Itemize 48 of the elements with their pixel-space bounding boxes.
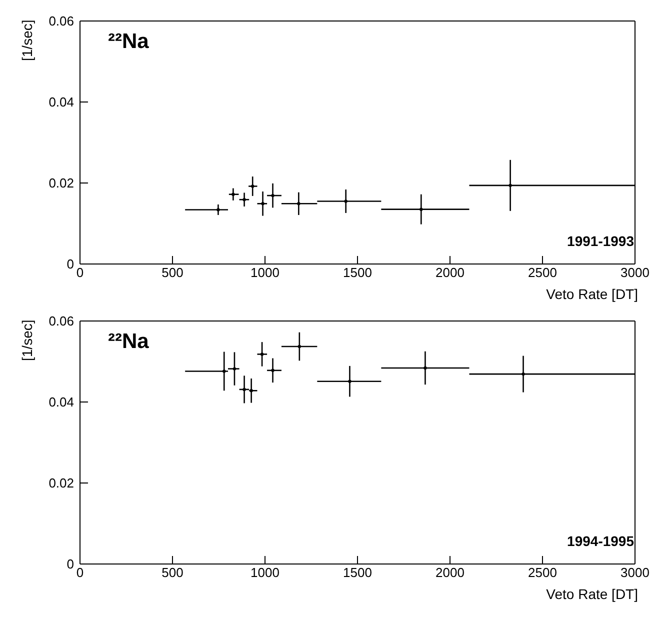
annotation: 1991-1993 [567, 233, 634, 249]
point [260, 352, 264, 356]
y-tick-label: 0.02 [48, 176, 74, 191]
x-tick-label: 1500 [343, 265, 372, 280]
point [251, 184, 254, 188]
point [298, 344, 302, 348]
point [420, 208, 423, 211]
y-tick-label: 0.06 [48, 314, 74, 329]
point [216, 208, 220, 212]
x-axis-title: Veto Rate [DT] [546, 286, 638, 302]
x-tick-label: 2000 [436, 565, 464, 580]
x-tick-label: 1000 [250, 265, 280, 280]
point [344, 200, 348, 203]
annotation: 1994-1995 [567, 533, 634, 549]
point [271, 194, 274, 198]
x-tick-label: 0 [76, 565, 84, 580]
point [261, 202, 264, 206]
point [522, 372, 525, 376]
point [271, 368, 274, 372]
x-tick-label: 0 [76, 265, 84, 280]
x-tick-label: 2000 [436, 265, 464, 280]
y-tick-label: 0.02 [48, 476, 74, 491]
x-tick-label: 2500 [528, 265, 557, 280]
point [242, 198, 246, 202]
x-tick-label: 1000 [250, 565, 280, 580]
x-tick-label: 500 [162, 265, 184, 280]
y-tick-label: 0.04 [48, 394, 74, 410]
x-tick-label: 1500 [343, 565, 372, 580]
point [424, 366, 427, 370]
point [508, 184, 512, 188]
point [232, 192, 235, 196]
y-axis-title: [1/sec] [18, 320, 35, 361]
annotation: ²²Na [108, 330, 149, 354]
x-axis-title: Veto Rate [DT] [546, 586, 638, 602]
annotation: ²²Na [108, 30, 149, 54]
y-tick-label: 0.06 [48, 14, 74, 29]
point [250, 389, 253, 392]
point [297, 202, 300, 206]
y-axis-title: [1/sec] [18, 20, 35, 61]
x-tick-label: 500 [162, 565, 184, 580]
x-tick-label: 2500 [528, 565, 557, 580]
point [222, 370, 226, 373]
y-tick-label: 0.04 [48, 94, 74, 110]
x-tick-label: 3000 [620, 265, 650, 280]
x-tick-label: 3000 [620, 565, 650, 580]
point [348, 380, 352, 383]
point [242, 388, 246, 392]
point [232, 367, 236, 370]
